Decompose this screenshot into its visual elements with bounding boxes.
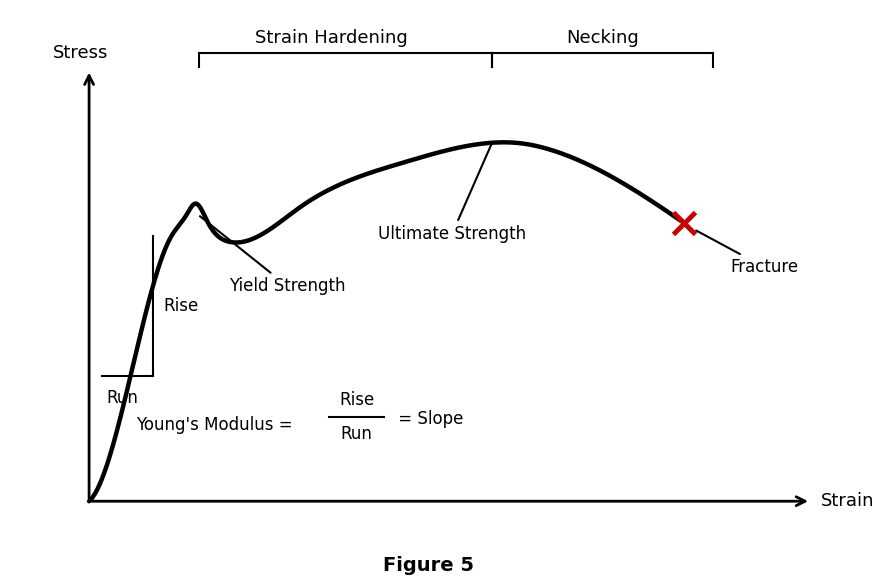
Text: Rise: Rise (163, 297, 198, 315)
Text: Young's Modulus =: Young's Modulus = (135, 416, 297, 434)
Text: Run: Run (341, 425, 373, 443)
Text: Fracture: Fracture (696, 231, 798, 276)
Text: Figure 5: Figure 5 (383, 556, 474, 575)
Text: Run: Run (106, 389, 138, 407)
Text: Yield Strength: Yield Strength (200, 216, 346, 295)
Text: Rise: Rise (339, 391, 374, 409)
Text: Necking: Necking (566, 29, 639, 47)
Text: Stress: Stress (53, 43, 108, 61)
Text: Ultimate Strength: Ultimate Strength (378, 144, 526, 243)
Text: Strain: Strain (821, 492, 874, 510)
Text: = Slope: = Slope (393, 410, 464, 428)
Text: Strain Hardening: Strain Hardening (255, 29, 407, 47)
